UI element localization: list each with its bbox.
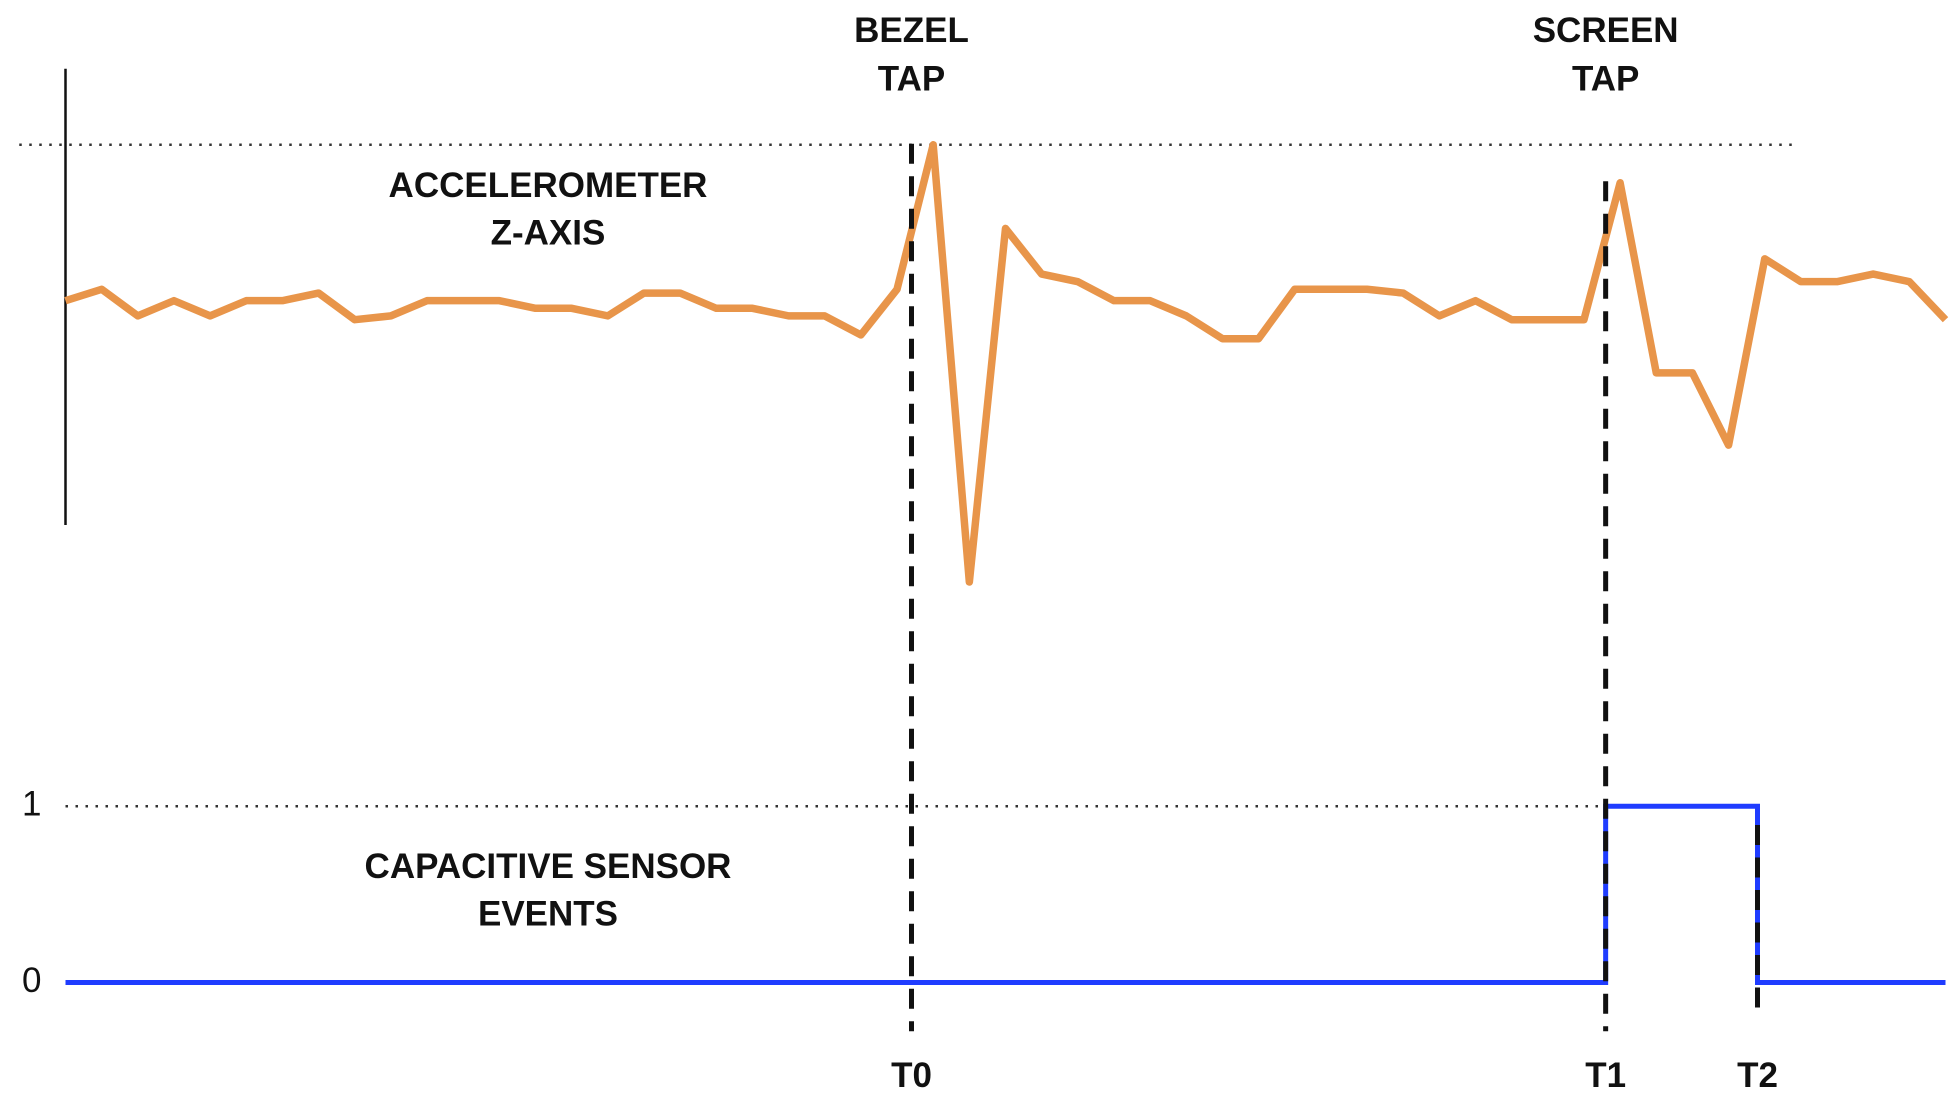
event-annotation: BEZEL bbox=[854, 11, 969, 50]
event-step bbox=[65, 803, 1946, 985]
time-label: T0 bbox=[891, 1056, 932, 1095]
time-label: T1 bbox=[1585, 1056, 1626, 1095]
time-label: T2 bbox=[1737, 1056, 1778, 1095]
event-annotation: TAP bbox=[878, 60, 945, 99]
chart-label: ACCELEROMETER bbox=[389, 166, 708, 205]
chart-label: Z-AXIS bbox=[491, 213, 606, 252]
chart-label: CAPACITIVE SENSOR bbox=[365, 847, 732, 886]
event-annotation: SCREEN bbox=[1533, 11, 1679, 50]
chart-label: EVENTS bbox=[478, 895, 618, 934]
signal-line bbox=[64, 141, 1949, 586]
event-annotation: TAP bbox=[1572, 60, 1639, 99]
y-tick-label: 0 bbox=[22, 961, 41, 1000]
y-tick-label: 1 bbox=[22, 785, 41, 824]
